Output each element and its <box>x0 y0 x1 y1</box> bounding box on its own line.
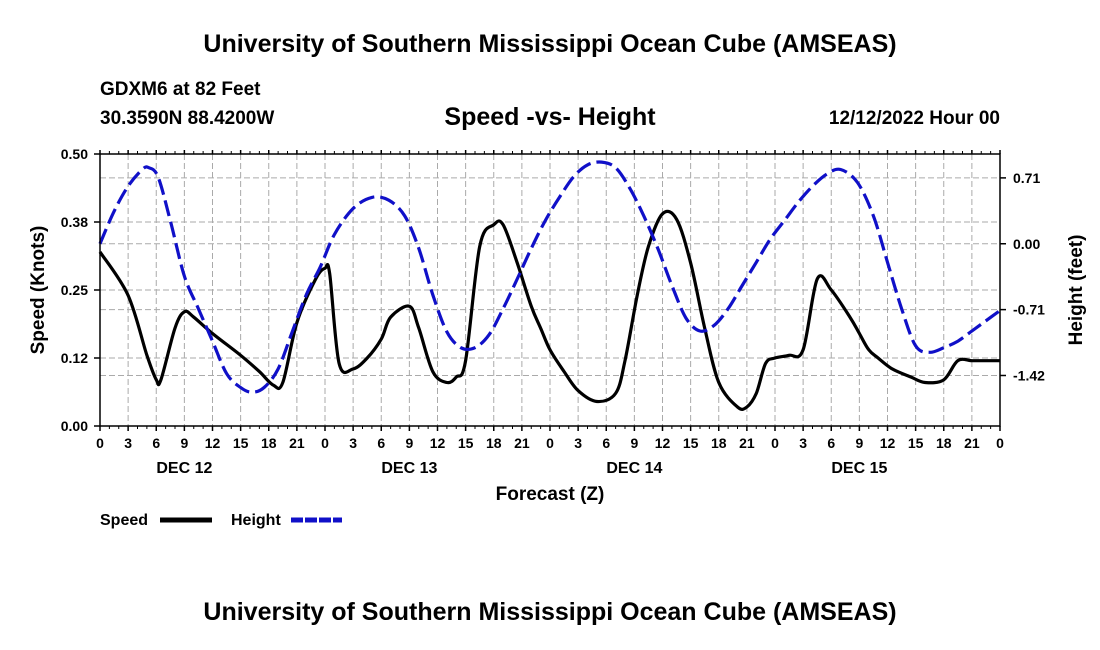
x-tick-label: 15 <box>908 435 924 451</box>
y-tick-label: 0.38 <box>61 214 88 230</box>
y2-tick-label: 0.71 <box>1013 170 1040 186</box>
x-tick-label: 3 <box>799 435 807 451</box>
series-line-speed <box>98 209 1000 411</box>
x-tick-label: 9 <box>405 435 413 451</box>
x-tick-label: 12 <box>880 435 896 451</box>
x-tick-label: 21 <box>514 435 530 451</box>
x-tick-label: 0 <box>546 435 554 451</box>
day-label: DEC 12 <box>156 460 212 477</box>
legend-height-label: Height <box>231 512 281 529</box>
y2-tick-label: -1.42 <box>1013 367 1045 383</box>
x-tick-label: 21 <box>964 435 980 451</box>
x-tick-label: 0 <box>321 435 329 451</box>
x-tick-label: 12 <box>430 435 446 451</box>
y-axis-label: Speed (Knots) <box>28 226 49 355</box>
legend-speed-label: Speed <box>100 512 148 529</box>
x-tick-label: 3 <box>124 435 132 451</box>
y-tick-label: 0.00 <box>61 418 88 434</box>
series-line-height <box>98 160 1001 394</box>
x-tick-label: 18 <box>711 435 727 451</box>
legend: Speed Height <box>100 512 342 529</box>
x-tick-label: 9 <box>180 435 188 451</box>
y2-tick-label: 0.00 <box>1013 236 1040 252</box>
y-tick-label: 0.50 <box>61 146 88 162</box>
x-tick-label: 3 <box>574 435 582 451</box>
x-tick-label: 21 <box>739 435 755 451</box>
footer-title: University of Southern Mississippi Ocean… <box>203 598 897 626</box>
x-tick-label: 18 <box>486 435 502 451</box>
x-tick-label: 6 <box>152 435 160 451</box>
x-tick-label: 15 <box>458 435 474 451</box>
location-label: 30.3590N 88.4200W <box>100 108 274 129</box>
y-tick-label: 0.25 <box>61 282 88 298</box>
x-tick-label: 6 <box>602 435 610 451</box>
y-tick-label: 0.12 <box>61 350 88 366</box>
x-axis-label: Forecast (Z) <box>496 484 605 505</box>
x-tick-label: 9 <box>855 435 863 451</box>
chart-subtitle: Speed -vs- Height <box>444 103 656 131</box>
x-tick-label: 12 <box>205 435 221 451</box>
x-tick-label: 15 <box>683 435 699 451</box>
plot-series <box>98 160 1001 411</box>
day-label: DEC 15 <box>831 460 887 477</box>
chart-main-title: University of Southern Mississippi Ocean… <box>203 30 897 58</box>
x-tick-label: 15 <box>233 435 249 451</box>
day-label: DEC 13 <box>381 460 437 477</box>
axis-ticks: 0 3 6 9 12 15 18 21 0 3 6 9 12 15 18 21 0 3 6 9 12 15 18 21 0 3 6 9… <box>61 146 1045 477</box>
station-label: GDXM6 at 82 Feet <box>100 79 261 100</box>
x-tick-label: 12 <box>655 435 671 451</box>
y2-axis-label: Height (feet) <box>1066 235 1087 346</box>
x-tick-label: 9 <box>630 435 638 451</box>
x-tick-label: 18 <box>936 435 952 451</box>
x-tick-label: 0 <box>96 435 104 451</box>
date-label: 12/12/2022 Hour 00 <box>829 108 1000 129</box>
y2-tick-label: -0.71 <box>1013 302 1045 318</box>
x-tick-label: 3 <box>349 435 357 451</box>
x-tick-label: 21 <box>289 435 305 451</box>
x-tick-label: 18 <box>261 435 277 451</box>
grid <box>100 154 1000 426</box>
x-tick-label: 0 <box>996 435 1004 451</box>
x-tick-label: 6 <box>827 435 835 451</box>
day-label: DEC 14 <box>606 460 662 477</box>
x-tick-label: 6 <box>377 435 385 451</box>
x-tick-label: 0 <box>771 435 779 451</box>
